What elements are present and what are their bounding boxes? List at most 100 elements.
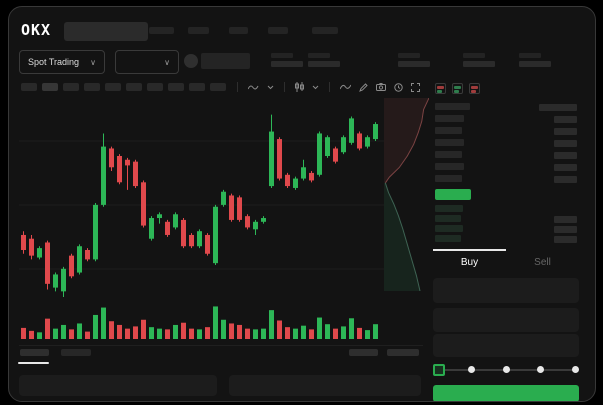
active-tab-indicator (433, 249, 506, 251)
volume-bar (77, 323, 82, 339)
timeframe-button[interactable] (21, 83, 37, 91)
total-field[interactable] (433, 334, 579, 357)
orderbook-ask-row[interactable] (433, 115, 579, 123)
volume-bar (269, 310, 274, 339)
amount-skeleton (539, 104, 577, 111)
draw-pencil-icon[interactable] (359, 82, 368, 92)
volume-bar (85, 331, 90, 339)
nav-item[interactable] (268, 27, 288, 34)
volume-bar (277, 320, 282, 339)
volume-bar (333, 328, 338, 339)
last-price-highlight[interactable] (435, 189, 471, 200)
chevron-down-icon[interactable] (312, 85, 319, 90)
line-overlay-icon[interactable] (340, 83, 351, 91)
slider-stop[interactable] (537, 366, 545, 373)
timeframe-button[interactable] (63, 83, 79, 91)
bottom-link-2[interactable] (387, 349, 419, 356)
amount-skeleton (554, 128, 577, 135)
orderbook-view-toggles (435, 81, 486, 99)
candle-body (245, 216, 250, 228)
book-bids-icon[interactable] (452, 83, 463, 94)
amount-percent-slider[interactable] (433, 363, 579, 377)
book-both-icon[interactable] (435, 83, 446, 94)
candle-body (21, 234, 26, 250)
price-skeleton (435, 151, 462, 158)
candle-body (29, 238, 34, 256)
indicator-wave-icon[interactable] (248, 83, 259, 92)
candle-body (269, 131, 274, 187)
timeframe-button[interactable] (105, 83, 121, 91)
orderbook-bid-row[interactable] (433, 235, 579, 243)
orderbook-ask-row[interactable] (433, 139, 579, 147)
candlestick-chart[interactable] (19, 101, 389, 344)
volume-bar (237, 324, 242, 339)
candle-body (173, 214, 178, 228)
volume-bar (141, 319, 146, 339)
timeframe-button[interactable] (42, 83, 58, 91)
bottom-panel-right (229, 375, 421, 396)
stat-value-skeleton (398, 61, 430, 67)
volume-bar (341, 326, 346, 339)
volume-bar (117, 324, 122, 339)
bottom-tab-orders[interactable] (20, 349, 49, 356)
timeframe-button[interactable] (84, 83, 100, 91)
slider-stop[interactable] (433, 364, 445, 376)
app-window: OKX Spot Trading ∨ ∨ Buy Sell (8, 6, 596, 402)
candle-body (149, 218, 154, 239)
amount-skeleton (554, 226, 577, 233)
chevron-down-icon[interactable] (267, 85, 274, 90)
slider-stop[interactable] (502, 366, 510, 373)
bottom-tab-history[interactable] (61, 349, 91, 356)
tab-sell[interactable]: Sell (534, 257, 551, 268)
price-skeleton (435, 235, 461, 242)
timeframe-button[interactable] (210, 83, 226, 91)
orderbook-bid-row[interactable] (433, 205, 579, 213)
volume-bar (93, 314, 98, 339)
nav-item[interactable] (149, 27, 174, 34)
submit-buy-button[interactable] (433, 385, 579, 401)
candle-body (341, 137, 346, 153)
orderbook-ask-row[interactable] (433, 175, 579, 183)
nav-item[interactable] (188, 27, 209, 34)
orderbook-ask-row[interactable] (433, 103, 579, 111)
nav-item[interactable] (229, 27, 248, 34)
slider-stop[interactable] (572, 366, 579, 373)
orderbook-ask-row[interactable] (433, 151, 579, 159)
market-type-selector[interactable]: Spot Trading ∨ (19, 50, 105, 74)
price-skeleton (435, 175, 462, 182)
nav-item[interactable] (312, 27, 338, 34)
candle-body (37, 248, 42, 258)
bottom-link-1[interactable] (349, 349, 378, 356)
candle-style-icon[interactable] (295, 82, 304, 92)
candle-body (69, 255, 74, 277)
timeframe-button[interactable] (126, 83, 142, 91)
volume-bar (245, 328, 250, 339)
volume-bar (101, 307, 106, 339)
price-skeleton (435, 115, 464, 122)
candle-body (301, 167, 306, 179)
timeframe-button[interactable] (189, 83, 205, 91)
orderbook-ask-row[interactable] (433, 127, 579, 135)
candle-body (253, 221, 258, 230)
orderbook-ask-row[interactable] (433, 163, 579, 171)
fullscreen-expand-icon[interactable] (411, 82, 420, 92)
amount-skeleton (554, 176, 577, 183)
amount-field[interactable] (433, 308, 579, 332)
orderbook-bid-row[interactable] (433, 215, 579, 223)
pair-dropdown[interactable]: ∨ (115, 50, 179, 74)
timeframe-button[interactable] (147, 83, 163, 91)
candle-body (53, 274, 58, 288)
timeframe-button[interactable] (168, 83, 184, 91)
bottom-active-tab-underline (18, 362, 49, 364)
tab-buy[interactable]: Buy (460, 257, 479, 268)
candle-body (261, 218, 266, 222)
settings-clock-icon[interactable] (394, 82, 403, 92)
price-field[interactable] (433, 278, 579, 303)
slider-stop[interactable] (467, 366, 475, 373)
candle-body (325, 137, 330, 156)
orderbook-bid-row[interactable] (433, 225, 579, 233)
search-input[interactable] (64, 22, 148, 41)
camera-snapshot-icon[interactable] (376, 83, 386, 91)
book-asks-icon[interactable] (469, 83, 480, 94)
candle-body (181, 219, 186, 247)
